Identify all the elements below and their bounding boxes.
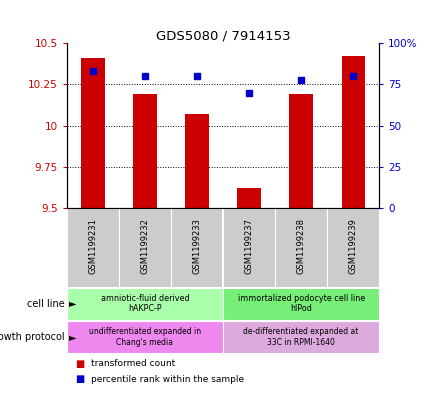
Text: percentile rank within the sample: percentile rank within the sample [90, 375, 243, 384]
Text: transformed count: transformed count [90, 359, 174, 368]
Bar [274, 208, 326, 287]
Bar [67, 321, 223, 353]
Text: GSM1199233: GSM1199233 [192, 218, 201, 274]
Bar [185, 114, 208, 208]
Bar [171, 208, 223, 287]
Text: immortalized podocyte cell line
hIPod: immortalized podocyte cell line hIPod [237, 294, 364, 313]
Text: amniotic-fluid derived
hAKPC-P: amniotic-fluid derived hAKPC-P [100, 294, 189, 313]
Bar [237, 189, 260, 208]
Bar [81, 58, 104, 208]
Text: GSM1199237: GSM1199237 [244, 218, 253, 274]
Text: growth protocol: growth protocol [0, 332, 64, 342]
Text: cell line: cell line [27, 299, 64, 309]
Bar [289, 94, 312, 208]
Text: undifferentiated expanded in
Chang's media: undifferentiated expanded in Chang's med… [89, 327, 200, 347]
Text: GSM1199238: GSM1199238 [296, 218, 305, 274]
Bar [341, 57, 364, 208]
Text: ■: ■ [75, 374, 84, 384]
Text: de-differentiated expanded at
33C in RPMI-1640: de-differentiated expanded at 33C in RPM… [243, 327, 358, 347]
Bar [133, 94, 156, 208]
Bar [67, 288, 223, 320]
Bar [223, 288, 378, 320]
Text: ►: ► [69, 299, 76, 309]
Text: GSM1199231: GSM1199231 [88, 218, 97, 274]
Text: GSM1199239: GSM1199239 [348, 218, 357, 274]
Text: ■: ■ [75, 358, 84, 369]
Bar [223, 321, 378, 353]
Title: GDS5080 / 7914153: GDS5080 / 7914153 [155, 29, 290, 42]
Bar [67, 208, 119, 287]
Bar [326, 208, 378, 287]
Text: GSM1199232: GSM1199232 [140, 218, 149, 274]
Bar [119, 208, 171, 287]
Bar [223, 208, 274, 287]
Text: ►: ► [69, 332, 76, 342]
